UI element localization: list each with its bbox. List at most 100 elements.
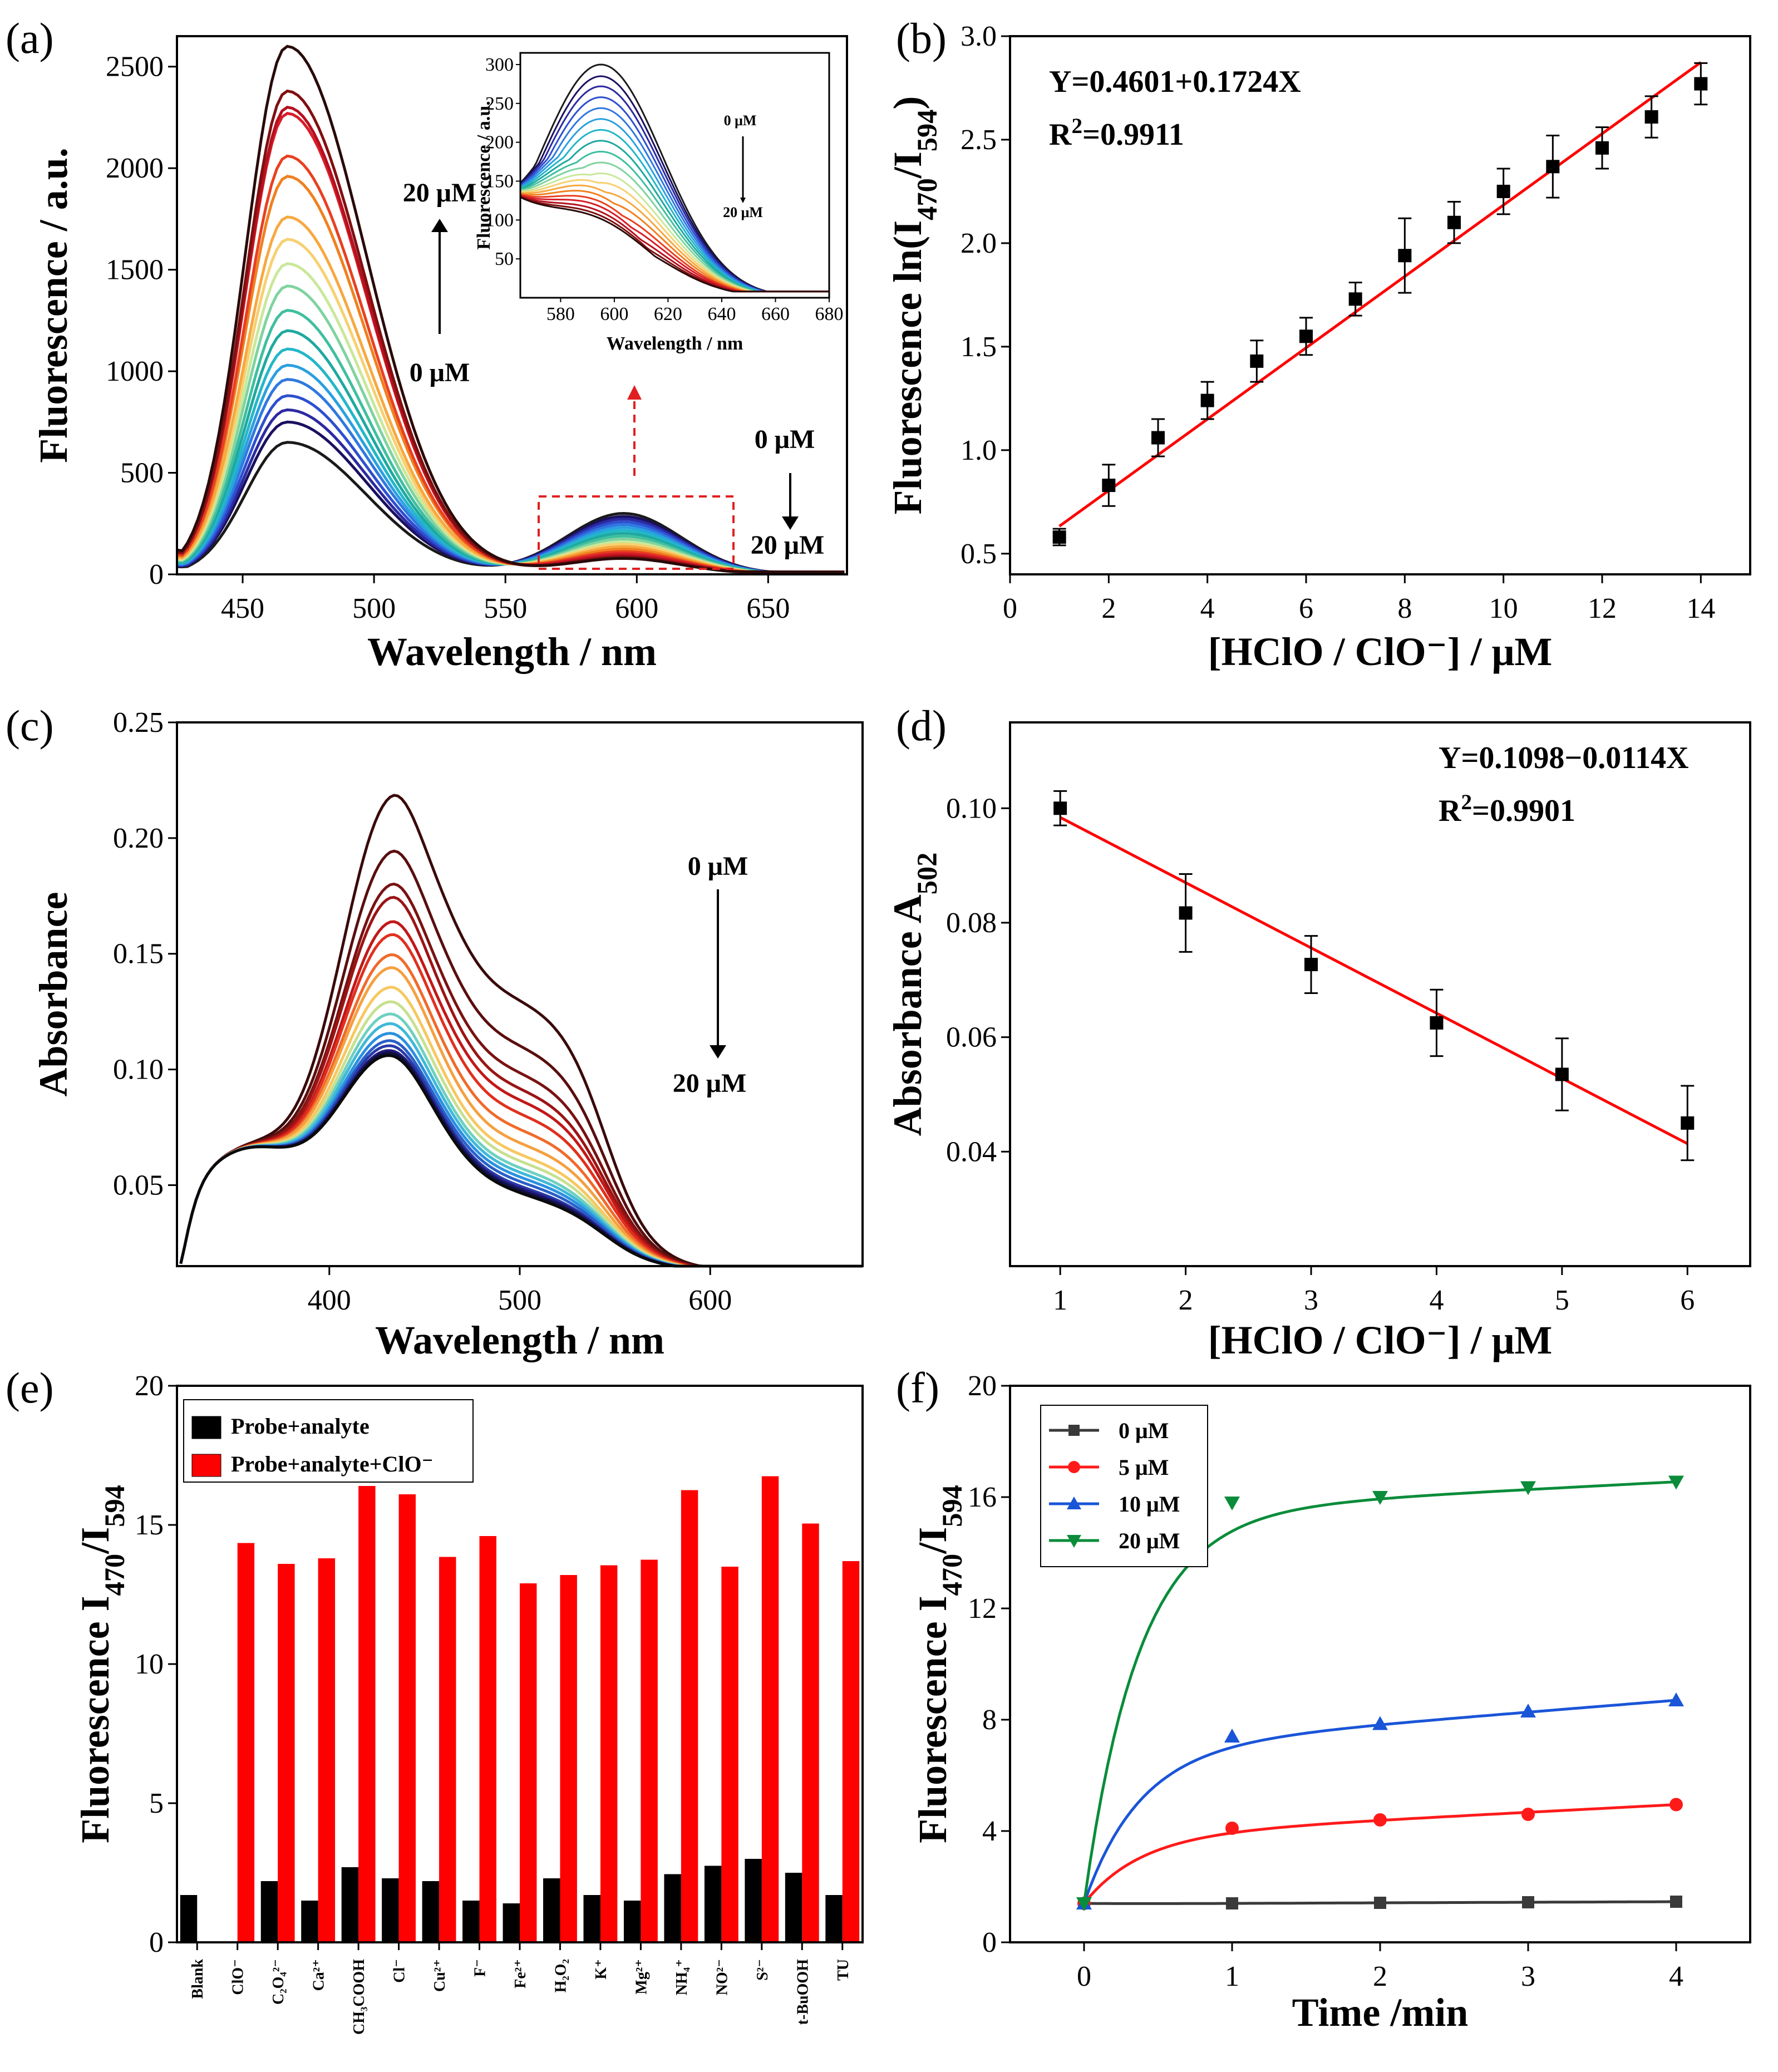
bar-probe: [704, 1866, 722, 1942]
inset-y-tick-label: 300: [485, 55, 514, 75]
data-point: [1151, 431, 1165, 445]
bar-probe: [382, 1878, 399, 1942]
y-tick-label: 0.15: [113, 938, 164, 970]
bar-probe: [180, 1895, 198, 1942]
plot-frame: [1009, 721, 1751, 1267]
category-label: K⁺: [593, 1959, 610, 1980]
bar-probe-clo: [278, 1564, 295, 1942]
x-tick-label: 0: [1003, 593, 1017, 624]
x-tick-label: 8: [1397, 593, 1412, 624]
inset-annotation-top: 0 μM: [724, 112, 757, 129]
bar-probe: [623, 1901, 641, 1942]
spectrum-line: [176, 284, 845, 574]
data-point: [1304, 958, 1318, 972]
r-squared: R2=0.9901: [1439, 790, 1575, 829]
data-marker: [1226, 1897, 1238, 1909]
annotation-top: 0 μM: [688, 852, 748, 881]
data-point: [1644, 110, 1658, 124]
x-tick-label: 3: [1304, 1284, 1318, 1316]
annotation-right-top: 0 μM: [755, 425, 815, 454]
x-tick-label: 4: [1200, 593, 1215, 624]
absorbance-line: [179, 986, 863, 1268]
x-tick-label: 550: [484, 593, 527, 624]
category-label: Cl⁻: [391, 1959, 408, 1983]
y-tick-label: 0.08: [946, 907, 997, 939]
data-marker: [1372, 1491, 1388, 1505]
absorbance-line: [179, 1051, 863, 1268]
panel-label: (b): [896, 14, 947, 62]
category-label: Ca²⁺: [311, 1959, 328, 1991]
r-squared-sup: 2: [1461, 790, 1472, 814]
data-marker: [1373, 1813, 1387, 1827]
legend-label: Probe+analyte+ClO⁻: [231, 1451, 434, 1477]
category-label: H₂O₂: [552, 1959, 569, 1992]
x-axis-title: Wavelength / nm: [367, 629, 657, 674]
y-axis-title-part: 470: [912, 178, 943, 220]
data-marker: [1521, 1808, 1535, 1821]
y-tick-label: 2.5: [961, 124, 997, 156]
y-tick-label: 0.10: [946, 793, 997, 824]
inset-x-tick-label: 640: [707, 304, 736, 324]
inset-y-tick-label: 250: [485, 93, 514, 114]
fit-line: [1060, 816, 1688, 1145]
bar-probe: [583, 1895, 600, 1942]
spectrum-line: [176, 394, 845, 574]
category-label: C₂O₄²⁻: [270, 1959, 287, 2005]
data-point: [1250, 354, 1264, 368]
y-tick-label: 1.0: [961, 435, 997, 466]
annotation-bottom: 20 μM: [673, 1069, 747, 1098]
inset-x-tick-label: 600: [600, 304, 628, 324]
y-tick-label: 2.0: [961, 228, 997, 259]
spectrum-line: [176, 441, 845, 574]
y-tick-label: 0: [149, 1927, 164, 1958]
y-axis-title-part: /I: [910, 1527, 955, 1554]
legend-label: 10 μM: [1119, 1492, 1180, 1517]
x-axis-title: Wavelength / nm: [375, 1318, 664, 1362]
data-marker: [1224, 1497, 1240, 1510]
inset-annotation-bottom: 20 μM: [723, 204, 763, 220]
bar-probe-clo: [721, 1567, 738, 1942]
inset-x-tick-label: 620: [654, 304, 682, 324]
bar-probe: [301, 1901, 318, 1942]
category-label: Blank: [189, 1959, 206, 1999]
x-axis-title: [HClO / ClO⁻] / μM: [1208, 629, 1553, 674]
y-tick-label: 1000: [106, 356, 164, 387]
legend-box: [183, 1399, 474, 1483]
annotation-left-bottom: 0 μM: [410, 358, 470, 387]
data-point: [1053, 801, 1067, 815]
inset-y-tick-label: 50: [495, 249, 514, 269]
zoom-box: [538, 495, 735, 570]
data-point: [1546, 160, 1560, 174]
y-tick-label: 20: [968, 1370, 997, 1402]
bar-probe-clo: [560, 1575, 577, 1942]
y-axis-title-part: /I: [73, 1527, 117, 1554]
absorbance-line: [179, 1032, 863, 1268]
bar-probe-clo: [398, 1494, 416, 1942]
data-point: [1694, 77, 1708, 91]
category-label: F⁻: [472, 1959, 489, 1977]
y-tick-label: 500: [120, 457, 164, 489]
spectrum-line: [176, 309, 845, 574]
y-tick-label: 2000: [106, 152, 164, 184]
inset-background: [520, 53, 829, 298]
panel-label: (f): [896, 1364, 939, 1412]
bar-probe: [825, 1895, 843, 1942]
panel-label: (d): [896, 701, 947, 750]
spectrum-line: [176, 45, 845, 574]
bar-probe: [785, 1873, 802, 1942]
data-marker: [1520, 1481, 1536, 1495]
bar-probe: [341, 1867, 359, 1942]
panel-label: (e): [6, 1364, 54, 1412]
x-tick-label: 650: [746, 593, 790, 624]
y-tick-label: 0.04: [946, 1136, 997, 1168]
r-squared-prefix: R: [1049, 117, 1072, 152]
y-tick-label: 0: [982, 1927, 997, 1958]
legend-swatch: [191, 1416, 221, 1439]
legend-marker: [1068, 1425, 1080, 1436]
bar-probe-clo: [318, 1558, 336, 1942]
x-axis-title: [HClO / ClO⁻] / μM: [1208, 1318, 1553, 1362]
bar-probe-clo: [520, 1583, 537, 1942]
inset-x-axis-title: Wavelength / nm: [607, 333, 743, 354]
data-marker: [1669, 1798, 1683, 1812]
